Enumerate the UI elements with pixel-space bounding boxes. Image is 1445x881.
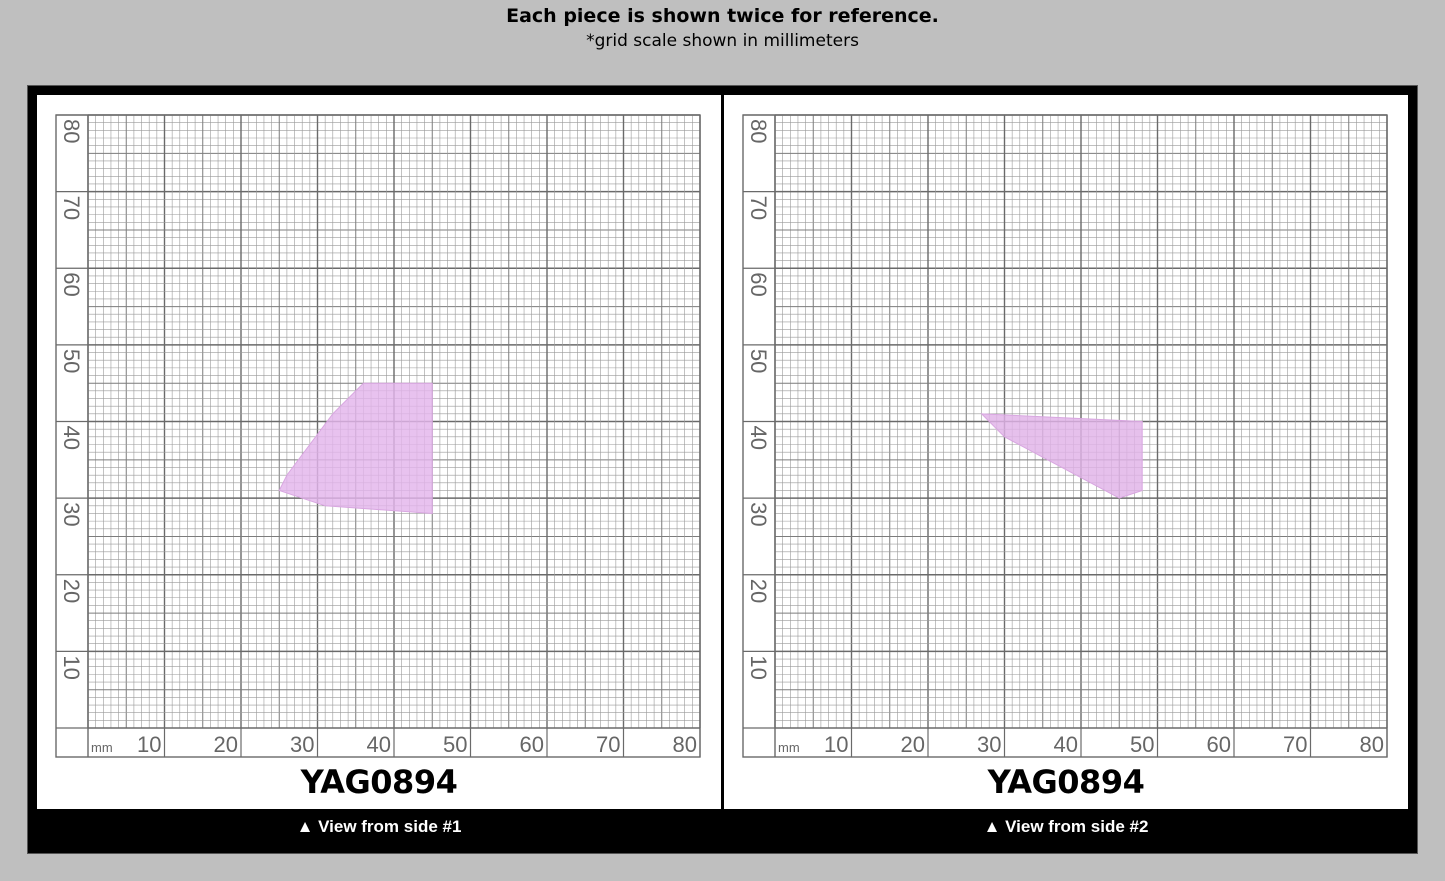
svg-text:mm: mm <box>778 740 800 755</box>
sku-label: YAG0894 <box>300 763 458 801</box>
svg-text:70: 70 <box>746 196 771 220</box>
svg-text:mm: mm <box>91 740 113 755</box>
svg-text:10: 10 <box>746 655 771 679</box>
header-subtitle: *grid scale shown in millimeters <box>586 31 859 51</box>
svg-text:70: 70 <box>596 732 620 757</box>
svg-text:80: 80 <box>673 732 697 757</box>
svg-text:10: 10 <box>59 655 84 679</box>
svg-text:60: 60 <box>746 272 771 296</box>
svg-text:60: 60 <box>59 272 84 296</box>
svg-text:80: 80 <box>59 119 84 143</box>
panel-side-2: 10 20 30 40 50 60 70 80 mm 10 20 30 40 50 60 70 80 YAG08… <box>724 95 1408 809</box>
svg-text:10: 10 <box>137 732 161 757</box>
mm-grid: 10 20 30 40 50 60 70 80 mm 10 20 30 40 50 60 70 80 <box>55 114 701 758</box>
svg-text:20: 20 <box>746 579 771 603</box>
svg-text:80: 80 <box>1360 732 1384 757</box>
svg-text:50: 50 <box>746 349 771 373</box>
svg-text:70: 70 <box>59 196 84 220</box>
svg-text:30: 30 <box>290 732 314 757</box>
svg-text:40: 40 <box>59 426 84 450</box>
svg-text:30: 30 <box>746 502 771 526</box>
svg-text:20: 20 <box>901 732 925 757</box>
svg-text:30: 30 <box>977 732 1001 757</box>
svg-text:10: 10 <box>824 732 848 757</box>
mm-grid: 10 20 30 40 50 60 70 80 mm 10 20 30 40 50 60 70 80 <box>742 114 1388 758</box>
panel-side-1: 10 20 30 40 50 60 70 80 mm 10 20 30 40 50 60 70 80 YAG08… <box>37 95 721 809</box>
crystal-piece <box>278 382 433 514</box>
svg-text:60: 60 <box>1207 732 1231 757</box>
header-title: Each piece is shown twice for reference. <box>506 5 939 27</box>
svg-text:60: 60 <box>520 732 544 757</box>
svg-text:40: 40 <box>1054 732 1078 757</box>
caption-side-2: ▲ View from side #2 <box>983 817 1149 836</box>
svg-text:40: 40 <box>746 426 771 450</box>
svg-text:70: 70 <box>1283 732 1307 757</box>
sku-label: YAG0894 <box>987 763 1145 801</box>
svg-text:30: 30 <box>59 502 84 526</box>
svg-text:50: 50 <box>443 732 467 757</box>
crystal-piece <box>980 413 1143 499</box>
svg-text:40: 40 <box>367 732 391 757</box>
svg-text:20: 20 <box>214 732 238 757</box>
svg-text:50: 50 <box>59 349 84 373</box>
svg-text:80: 80 <box>746 119 771 143</box>
svg-text:20: 20 <box>59 579 84 603</box>
svg-text:50: 50 <box>1130 732 1154 757</box>
photo-frame: 10 20 30 40 50 60 70 80 mm 10 20 30 40 50 60 70 80 YAG08… <box>28 86 1417 853</box>
caption-side-1: ▲ View from side #1 <box>296 817 462 836</box>
